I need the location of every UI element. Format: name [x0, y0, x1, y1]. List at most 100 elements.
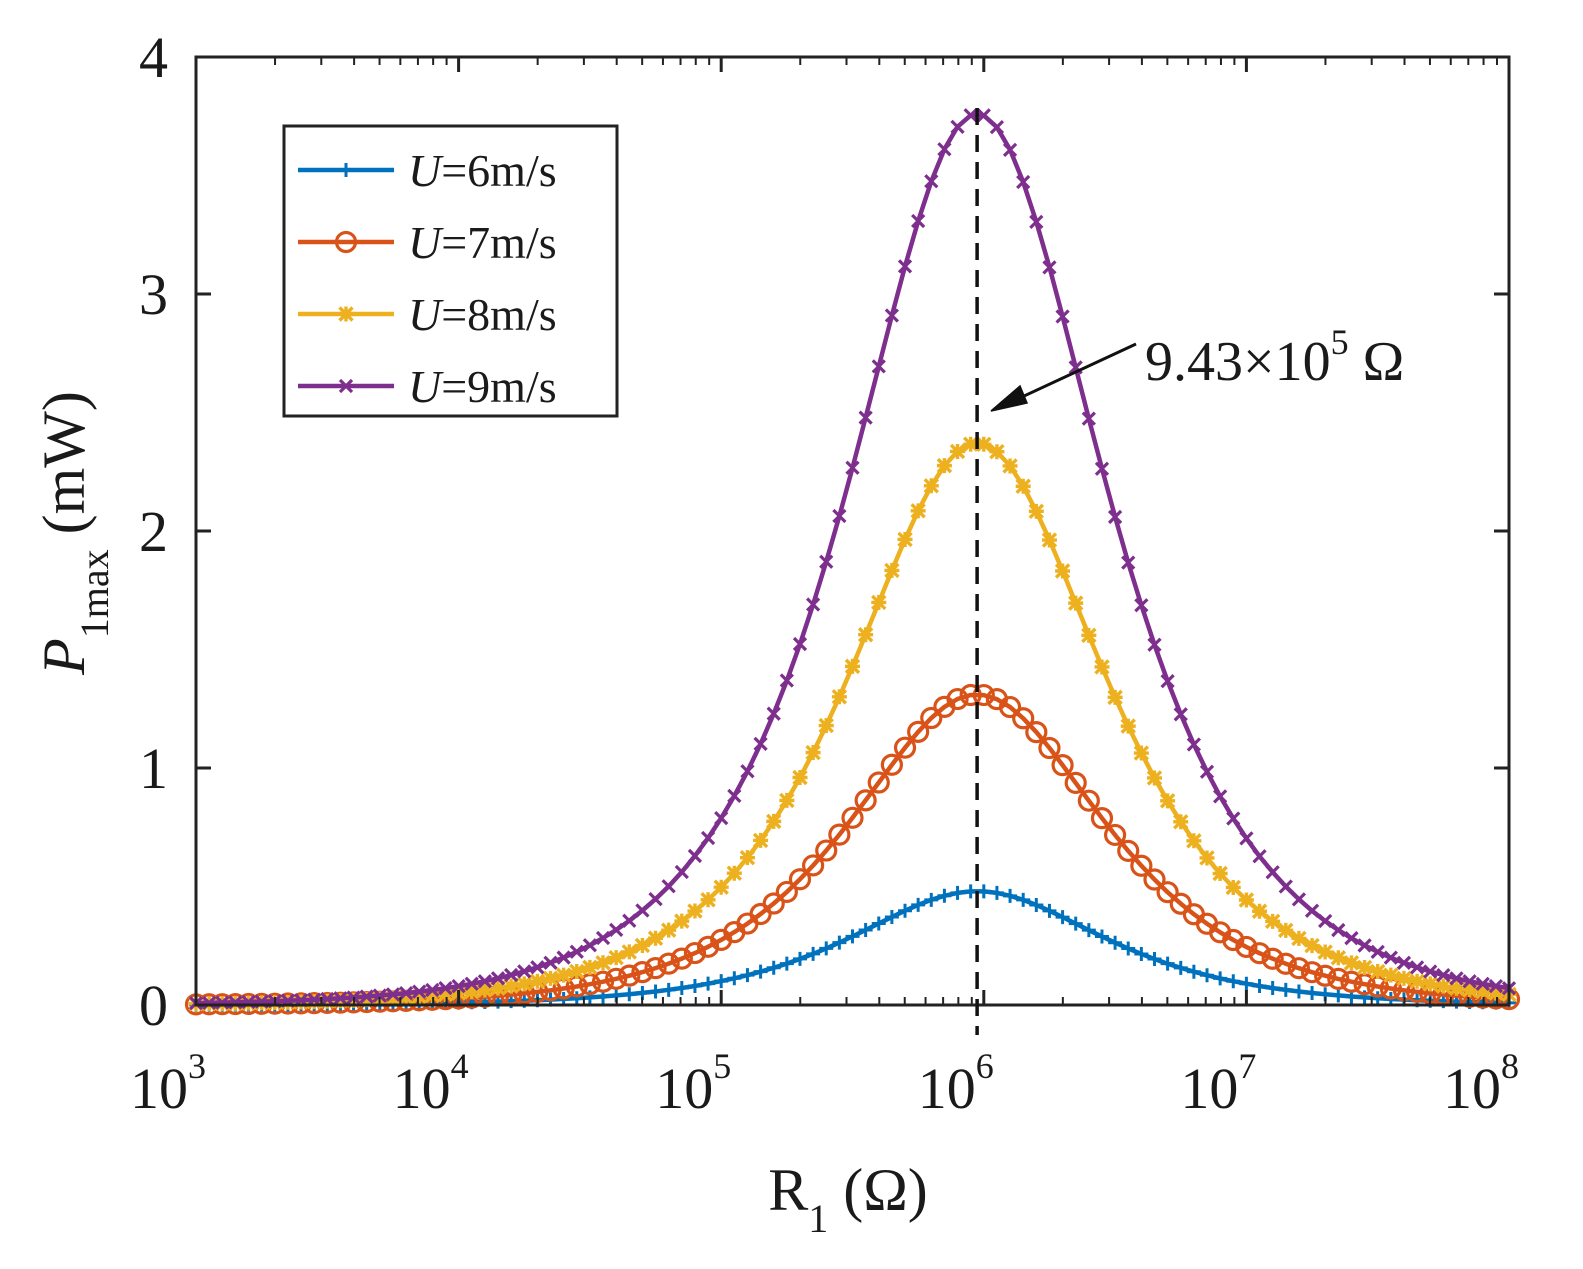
- data-point: [1318, 913, 1333, 929]
- data-point: [1077, 789, 1100, 812]
- data-point: [749, 902, 772, 926]
- x-tick-base: 10: [393, 1056, 451, 1121]
- x-tick-exponent: 7: [1238, 1046, 1256, 1086]
- data-point: [714, 974, 729, 989]
- data-point: [1003, 888, 1018, 903]
- data-point: [385, 987, 401, 1002]
- data-point: [907, 720, 930, 743]
- x-tick-label: 104: [393, 1046, 469, 1121]
- data-point: [1002, 458, 1018, 474]
- data-point: [556, 950, 571, 965]
- x-axis-title-unit: (Ω): [828, 1157, 928, 1223]
- data-point: [477, 982, 493, 998]
- data-point: [871, 916, 886, 931]
- y-tick-label: 2: [139, 499, 168, 564]
- legend-label-var: U: [408, 289, 444, 340]
- data-point: [1239, 831, 1254, 846]
- data-point: [201, 995, 217, 1011]
- data-point: [857, 627, 874, 643]
- data-point: [660, 922, 677, 938]
- data-point: [845, 460, 860, 475]
- data-point: [1436, 967, 1451, 983]
- data-point: [1159, 793, 1176, 809]
- data-point: [385, 990, 401, 1007]
- data-point: [1370, 991, 1385, 1006]
- data-point: [1331, 922, 1346, 938]
- data-point: [516, 976, 532, 992]
- data-point: [1304, 903, 1320, 918]
- data-point: [1029, 214, 1044, 229]
- data-point: [1134, 598, 1149, 613]
- data-point: [1278, 879, 1293, 894]
- data-point: [828, 823, 851, 846]
- data-point: [1435, 978, 1452, 994]
- data-point: [1025, 721, 1048, 744]
- data-point: [670, 947, 693, 970]
- data-point: [950, 885, 965, 900]
- data-point: [542, 970, 559, 987]
- data-point: [425, 982, 440, 998]
- data-point: [683, 941, 707, 965]
- data-point: [766, 706, 781, 721]
- x-tick-exponent: 5: [713, 1046, 731, 1086]
- x-tick-label: 105: [655, 1046, 731, 1121]
- data-point: [806, 946, 821, 961]
- data-point: [1448, 980, 1465, 996]
- x-axis-title-main: R: [768, 1157, 808, 1223]
- data-point: [503, 967, 519, 983]
- data-point: [700, 892, 716, 908]
- data-point: [936, 457, 953, 474]
- data-point: [1213, 789, 1228, 804]
- annotation-arrow-head: [990, 384, 1029, 412]
- data-point: [792, 951, 807, 966]
- annotation-arrow-shaft: [1008, 342, 1137, 405]
- data-point: [1462, 974, 1477, 989]
- data-point: [595, 955, 611, 971]
- data-point: [438, 981, 453, 996]
- data-point: [543, 955, 558, 970]
- x-tick-exponent: 4: [451, 1046, 469, 1086]
- data-point: [1343, 955, 1360, 971]
- x-axis-title: R1 (Ω): [768, 1157, 928, 1241]
- data-point: [752, 832, 769, 849]
- data-point: [1133, 745, 1150, 761]
- data-point: [333, 991, 348, 1006]
- data-point: [911, 897, 926, 912]
- data-point: [819, 941, 834, 956]
- data-point: [1146, 770, 1163, 786]
- x-tick-base: 10: [1443, 1056, 1501, 1121]
- data-point: [696, 935, 720, 958]
- data-point: [608, 949, 624, 966]
- data-point: [739, 849, 756, 866]
- y-tick-label: 1: [139, 736, 168, 801]
- data-point: [963, 884, 978, 899]
- x-tick-label: 108: [1443, 1046, 1519, 1121]
- data-point: [1409, 960, 1425, 975]
- data-point: [792, 636, 808, 652]
- legend-entry: U=9m/s: [298, 361, 557, 412]
- data-point: [976, 884, 991, 899]
- legend: U=6m/sU=7m/sU=8m/sU=9m/s: [282, 124, 619, 418]
- data-point: [622, 987, 637, 1002]
- data-point: [867, 771, 890, 794]
- data-point: [569, 944, 584, 959]
- data-point: [622, 913, 637, 928]
- data-point: [898, 903, 913, 918]
- data-point: [1094, 461, 1110, 476]
- data-point: [661, 982, 676, 997]
- data-point: [634, 937, 651, 954]
- data-point: [1160, 956, 1175, 971]
- data-point: [766, 960, 781, 975]
- data-point: [1287, 957, 1311, 980]
- data-point: [884, 562, 900, 579]
- data-point: [911, 213, 926, 229]
- data-point: [1038, 736, 1061, 760]
- data-point: [779, 956, 794, 971]
- data-point: [740, 764, 755, 779]
- data-point: [1265, 981, 1280, 996]
- data-point: [490, 971, 506, 986]
- data-point: [359, 989, 374, 1004]
- data-point: [1042, 903, 1057, 918]
- data-point: [844, 658, 861, 675]
- data-point: [412, 984, 427, 999]
